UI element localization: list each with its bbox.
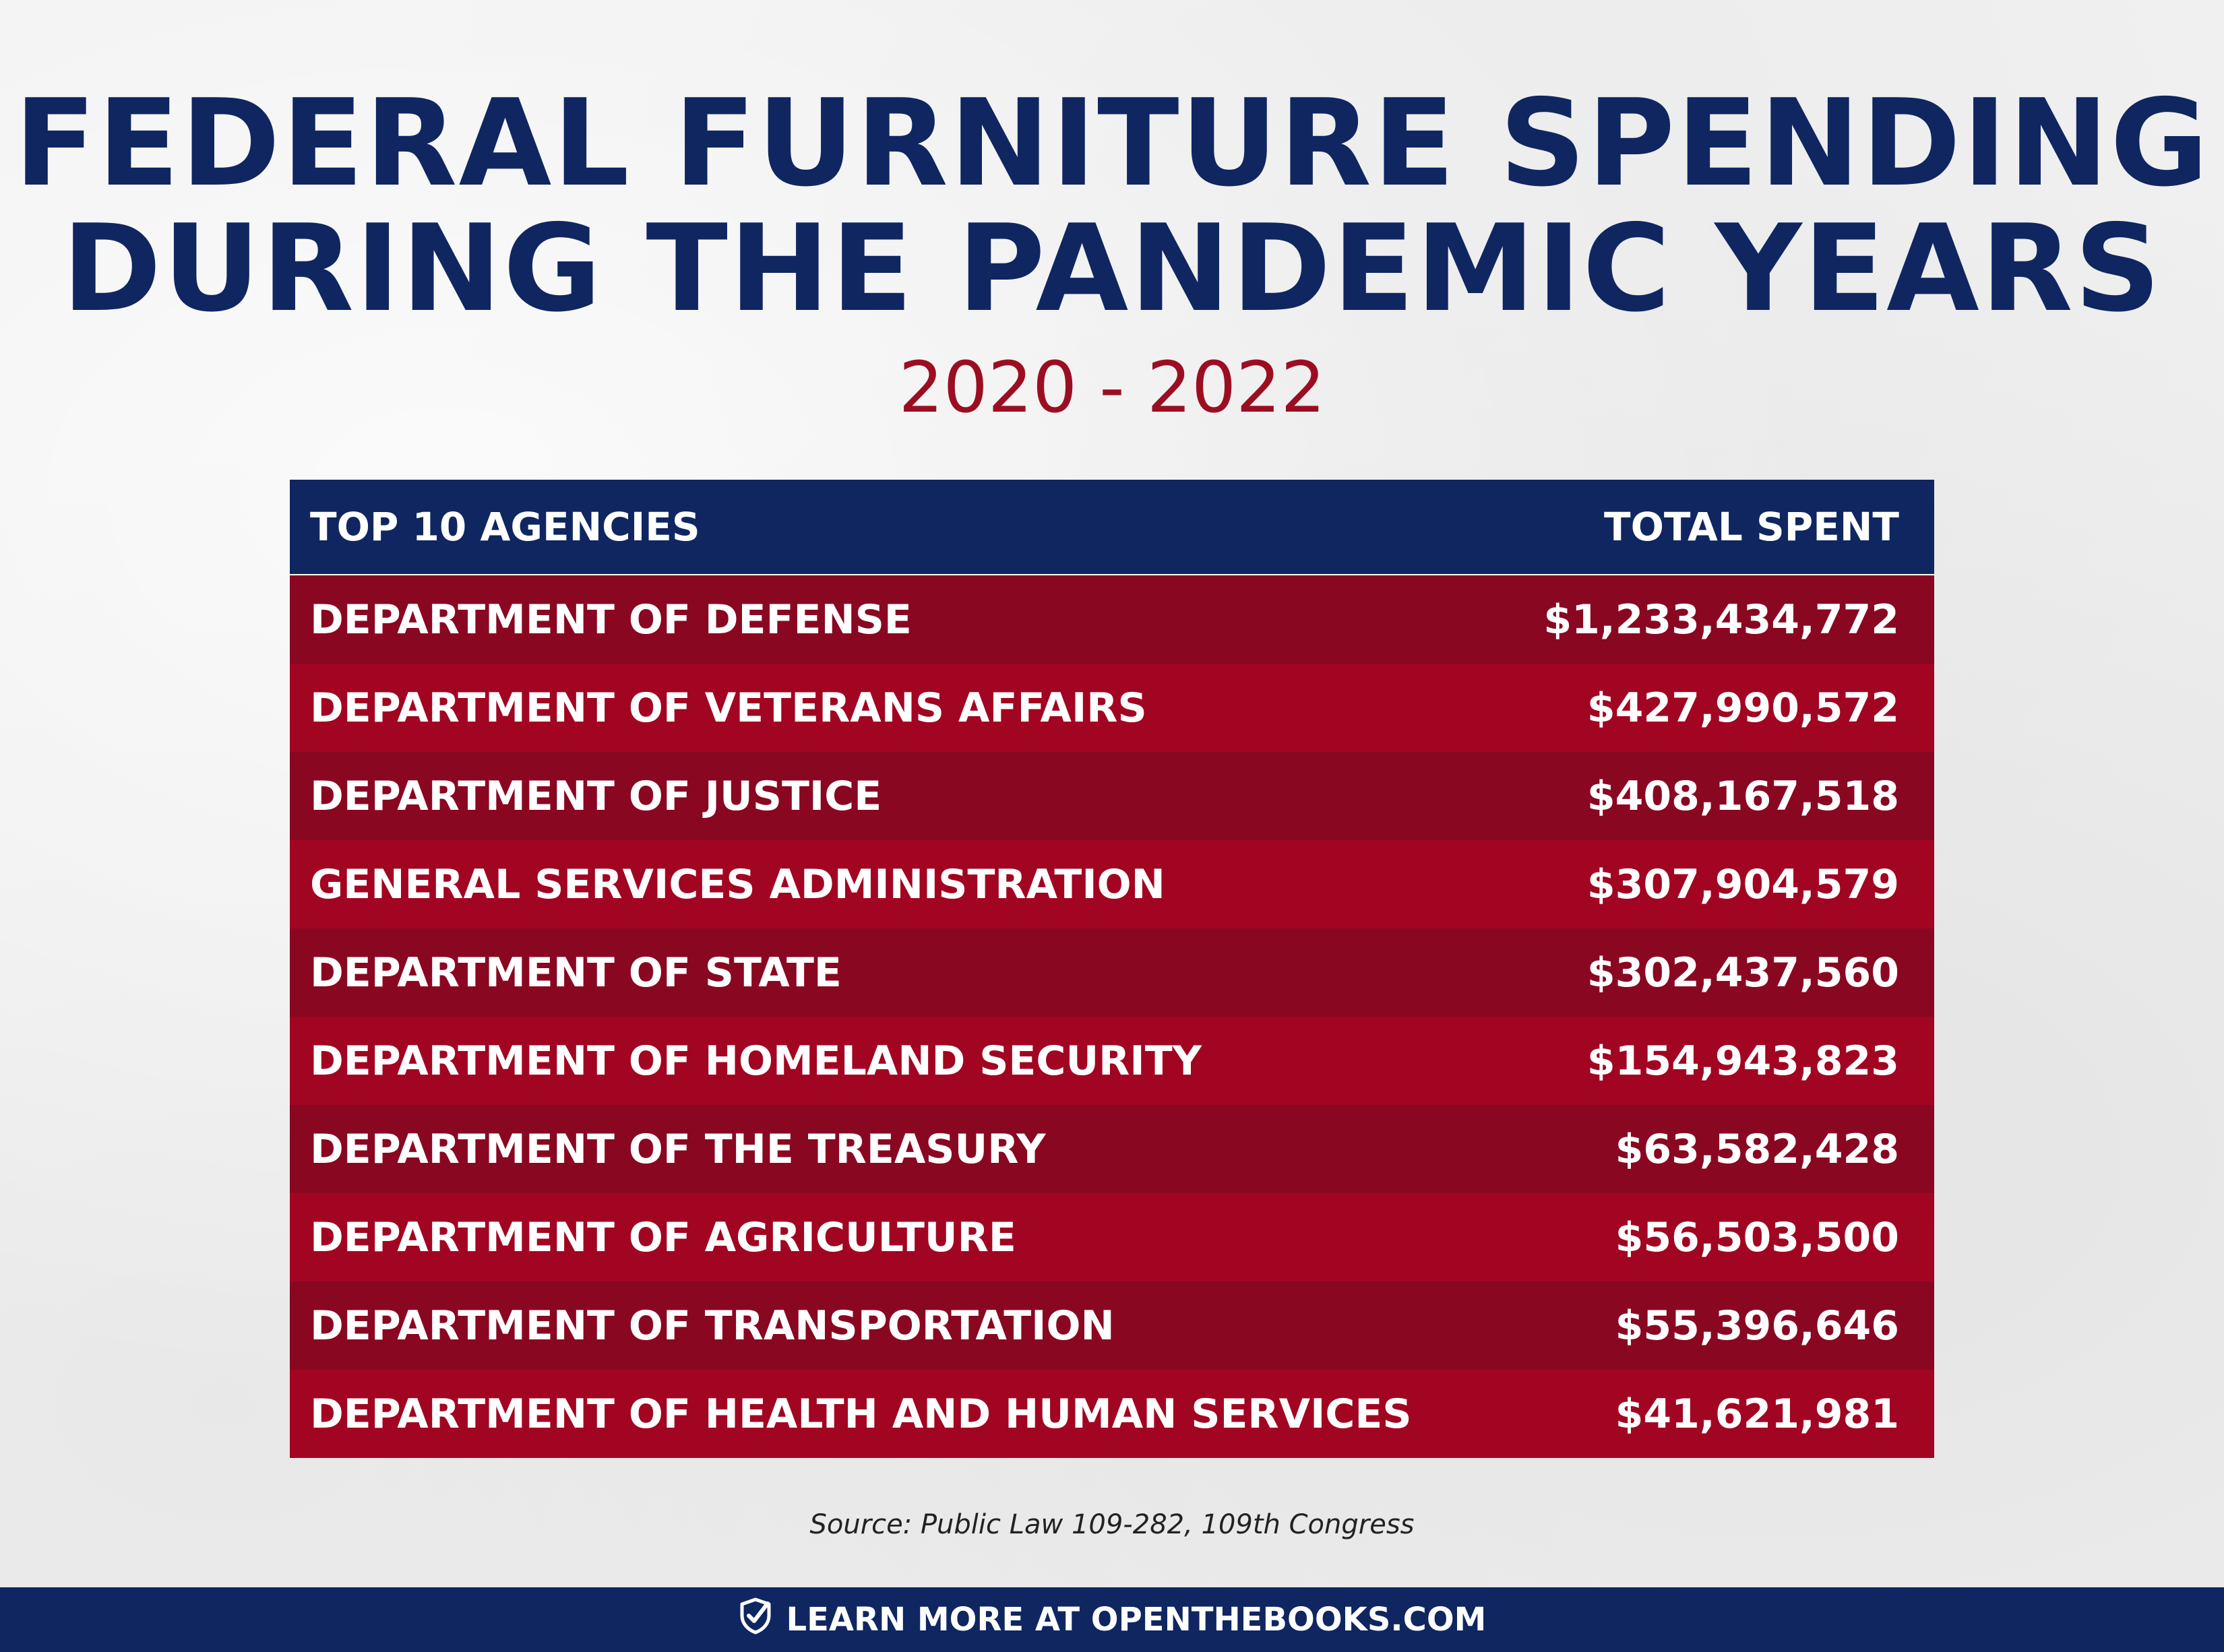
total-spent: $154,943,823 (1586, 1037, 1899, 1085)
agency-name: DEPARTMENT OF THE TREASURY (310, 1125, 1046, 1173)
table-header: TOP 10 AGENCIES TOTAL SPENT (290, 480, 1934, 575)
agency-spending-table: TOP 10 AGENCIES TOTAL SPENT DEPARTMENT O… (290, 480, 1934, 1458)
table-row: DEPARTMENT OF DEFENSE $1,233,434,772 (290, 575, 1934, 664)
table-row: DEPARTMENT OF STATE $302,437,560 (290, 928, 1934, 1017)
total-spent: $307,904,579 (1586, 860, 1899, 908)
agency-name: DEPARTMENT OF TRANSPORTATION (310, 1302, 1115, 1349)
title-line-1: FEDERAL FURNITURE SPENDING (14, 73, 2210, 213)
table-row: DEPARTMENT OF VETERANS AFFAIRS $427,990,… (290, 664, 1934, 752)
table-row: DEPARTMENT OF HEALTH AND HUMAN SERVICES … (290, 1370, 1934, 1458)
page-title: FEDERAL FURNITURE SPENDING DURING THE PA… (0, 81, 2224, 331)
footer-link-text[interactable]: LEARN MORE AT OPENTHEBOOKS.COM (786, 1601, 1487, 1639)
table-row: DEPARTMENT OF HOMELAND SECURITY $154,943… (290, 1017, 1934, 1105)
table-row: DEPARTMENT OF TRANSPORTATION $55,396,646 (290, 1281, 1934, 1370)
total-spent: $55,396,646 (1615, 1302, 1899, 1349)
title-line-2: DURING THE PANDEMIC YEARS (61, 199, 2163, 338)
agency-name: DEPARTMENT OF HEALTH AND HUMAN SERVICES (310, 1390, 1412, 1438)
table-row: DEPARTMENT OF AGRICULTURE $56,503,500 (290, 1193, 1934, 1281)
agency-name: DEPARTMENT OF DEFENSE (310, 596, 912, 643)
total-spent: $41,621,981 (1615, 1390, 1899, 1438)
agency-name: DEPARTMENT OF STATE (310, 949, 842, 996)
table-row: DEPARTMENT OF JUSTICE $408,167,518 (290, 752, 1934, 840)
agency-name: DEPARTMENT OF HOMELAND SECURITY (310, 1037, 1202, 1085)
total-spent: $56,503,500 (1615, 1213, 1899, 1261)
table-body: DEPARTMENT OF DEFENSE $1,233,434,772 DEP… (290, 575, 1934, 1458)
date-range-subtitle: 2020 - 2022 (898, 346, 1326, 428)
total-spent: $302,437,560 (1586, 949, 1899, 996)
shield-check-icon (738, 1597, 773, 1643)
agency-name: DEPARTMENT OF JUSTICE (310, 772, 882, 820)
total-spent: $1,233,434,772 (1543, 596, 1899, 643)
total-spent: $408,167,518 (1586, 772, 1899, 820)
agency-name: DEPARTMENT OF AGRICULTURE (310, 1213, 1016, 1261)
agency-name: GENERAL SERVICES ADMINISTRATION (310, 860, 1165, 908)
table-row: GENERAL SERVICES ADMINISTRATION $307,904… (290, 840, 1934, 928)
footer-banner[interactable]: LEARN MORE AT OPENTHEBOOKS.COM (0, 1587, 2224, 1652)
total-spent: $63,582,428 (1615, 1125, 1899, 1173)
total-spent: $427,990,572 (1586, 684, 1899, 732)
table-row: DEPARTMENT OF THE TREASURY $63,582,428 (290, 1105, 1934, 1193)
header-agencies: TOP 10 AGENCIES (310, 504, 700, 550)
agency-name: DEPARTMENT OF VETERANS AFFAIRS (310, 684, 1147, 732)
header-total-spent: TOTAL SPENT (1604, 504, 1899, 550)
source-citation: Source: Public Law 109-282, 109th Congre… (809, 1509, 1415, 1540)
